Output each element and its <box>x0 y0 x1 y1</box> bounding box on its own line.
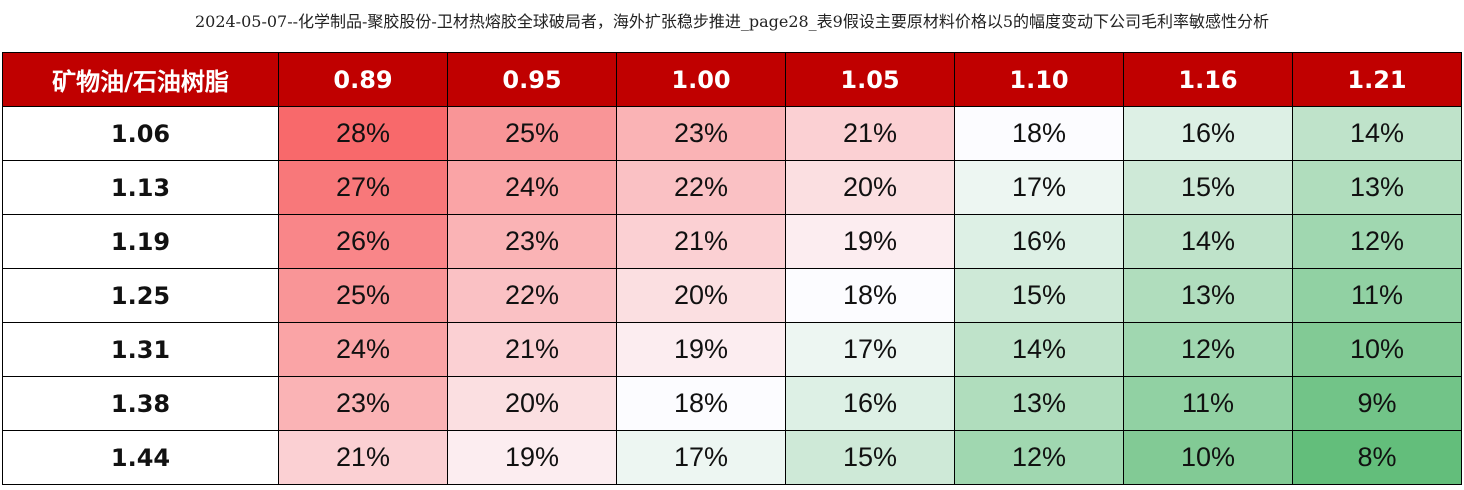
table-cell: 11% <box>1292 268 1462 323</box>
table-cell: 18% <box>954 106 1124 161</box>
table-cell: 13% <box>1292 160 1462 215</box>
table-cell: 11% <box>1123 376 1293 431</box>
table-cell: 14% <box>1123 214 1293 269</box>
table-cell: 19% <box>616 322 786 377</box>
table-cell: 16% <box>1123 106 1293 161</box>
row-header: 1.13 <box>2 160 279 215</box>
table-cell: 17% <box>616 430 786 485</box>
table-cell: 12% <box>954 430 1124 485</box>
table-cell: 10% <box>1292 322 1462 377</box>
row-header: 1.25 <box>2 268 279 323</box>
table-cell: 21% <box>785 106 955 161</box>
table-cell: 22% <box>447 268 617 323</box>
table-cell: 10% <box>1123 430 1293 485</box>
column-header: 0.95 <box>447 52 617 107</box>
table-cell: 12% <box>1292 214 1462 269</box>
column-header: 0.89 <box>278 52 448 107</box>
table-row: 1.13 27% 24% 22% 20% 17% 15% 13% <box>2 160 1462 215</box>
table-cell: 20% <box>616 268 786 323</box>
table-cell: 25% <box>278 268 448 323</box>
table-cell: 22% <box>616 160 786 215</box>
table-cell: 25% <box>447 106 617 161</box>
table-cell: 18% <box>616 376 786 431</box>
table-row: 1.31 24% 21% 19% 17% 14% 12% 10% <box>2 322 1462 377</box>
table-cell: 12% <box>1123 322 1293 377</box>
column-header: 1.21 <box>1292 52 1462 107</box>
document-caption: 2024-05-07--化学制品-聚胶股份-卫材热熔胶全球破局者，海外扩张稳步推… <box>194 12 1270 31</box>
table-cell: 24% <box>447 160 617 215</box>
corner-header: 矿物油/石油树脂 <box>2 52 279 107</box>
table-cell: 23% <box>616 106 786 161</box>
table-row: 1.38 23% 20% 18% 16% 13% 11% 9% <box>2 376 1462 431</box>
table-row: 1.25 25% 22% 20% 18% 15% 13% 11% <box>2 268 1462 323</box>
table-row: 1.06 28% 25% 23% 21% 18% 16% 14% <box>2 106 1462 161</box>
row-header: 1.44 <box>2 430 279 485</box>
table-cell: 15% <box>785 430 955 485</box>
table-cell: 20% <box>785 160 955 215</box>
table-cell: 16% <box>785 376 955 431</box>
table-cell: 13% <box>954 376 1124 431</box>
table-cell: 19% <box>447 430 617 485</box>
row-header: 1.31 <box>2 322 279 377</box>
table-cell: 21% <box>447 322 617 377</box>
sensitivity-table: 矿物油/石油树脂 0.89 0.95 1.00 1.05 1.10 1.16 1… <box>2 52 1462 485</box>
table-cell: 13% <box>1123 268 1293 323</box>
table-cell: 20% <box>447 376 617 431</box>
table-cell: 8% <box>1292 430 1462 485</box>
column-header: 1.05 <box>785 52 955 107</box>
table-cell: 26% <box>278 214 448 269</box>
table-cell: 18% <box>785 268 955 323</box>
header-row: 矿物油/石油树脂 0.89 0.95 1.00 1.05 1.10 1.16 1… <box>2 52 1462 107</box>
table-cell: 28% <box>278 106 448 161</box>
column-header: 1.00 <box>616 52 786 107</box>
table-cell: 15% <box>954 268 1124 323</box>
table-cell: 24% <box>278 322 448 377</box>
table-cell: 23% <box>447 214 617 269</box>
table-cell: 23% <box>278 376 448 431</box>
column-header: 1.16 <box>1123 52 1293 107</box>
table-cell: 21% <box>278 430 448 485</box>
row-header: 1.19 <box>2 214 279 269</box>
table-cell: 27% <box>278 160 448 215</box>
table-cell: 14% <box>1292 106 1462 161</box>
row-header: 1.06 <box>2 106 279 161</box>
table-row: 1.19 26% 23% 21% 19% 16% 14% 12% <box>2 214 1462 269</box>
column-header: 1.10 <box>954 52 1124 107</box>
table-cell: 15% <box>1123 160 1293 215</box>
table-cell: 17% <box>785 322 955 377</box>
table-cell: 9% <box>1292 376 1462 431</box>
row-header: 1.38 <box>2 376 279 431</box>
table-cell: 16% <box>954 214 1124 269</box>
table-row: 1.44 21% 19% 17% 15% 12% 10% 8% <box>2 430 1462 485</box>
table-cell: 14% <box>954 322 1124 377</box>
table-cell: 19% <box>785 214 955 269</box>
table-cell: 17% <box>954 160 1124 215</box>
table-cell: 21% <box>616 214 786 269</box>
